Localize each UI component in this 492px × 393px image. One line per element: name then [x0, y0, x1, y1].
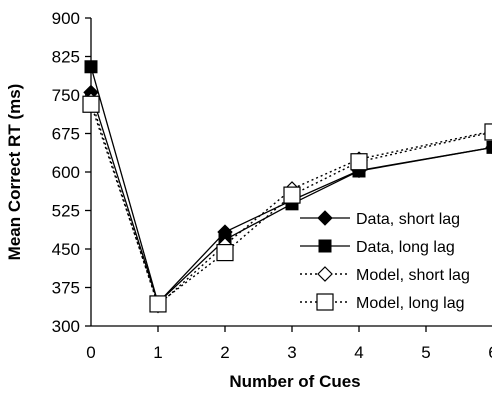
legend-marker [318, 239, 332, 253]
legend-label: Model, long lag [356, 295, 465, 312]
data-point [484, 123, 492, 141]
legend-label: Data, long lag [356, 239, 455, 256]
legend-label: Model, short lag [356, 267, 470, 284]
legend-label: Data, short lag [356, 211, 460, 228]
x-tick-label: 6 [488, 343, 492, 362]
y-axis-label: Mean Correct RT (ms) [5, 84, 24, 261]
data-point [350, 153, 368, 171]
data-point [149, 295, 167, 313]
data-point [84, 60, 98, 74]
legend: Data, short lag Data, long lag Model, shor… [300, 210, 470, 312]
y-tick-label: 450 [52, 240, 80, 259]
data-point [216, 243, 234, 262]
data-point [82, 95, 100, 113]
y-ticks: 300 375 450 525 600 675 750 825 900 [52, 9, 91, 336]
x-tick-label: 3 [287, 343, 296, 362]
series-layer [82, 60, 492, 314]
legend-marker [316, 293, 334, 311]
data-point [283, 186, 301, 204]
series-model-long-lag [90, 104, 492, 306]
y-tick-label: 900 [52, 9, 80, 28]
plot-area: 300 375 450 525 600 675 750 825 900 0 1 2 3 4 5 6 [52, 9, 492, 362]
legend-item: Model, short lag [300, 266, 470, 284]
series-data-long-lag [90, 66, 492, 305]
series-line [90, 104, 492, 306]
data-point [486, 140, 492, 154]
y-tick-label: 525 [52, 202, 80, 221]
y-tick-label: 750 [52, 86, 80, 105]
x-tick-label: 2 [220, 343, 229, 362]
legend-item: Model, long lag [300, 293, 465, 312]
x-ticks: 0 1 2 3 4 5 6 [86, 326, 492, 362]
x-tick-label: 1 [153, 343, 162, 362]
x-tick-label: 0 [86, 343, 95, 362]
y-tick-label: 675 [52, 125, 80, 144]
y-tick-label: 375 [52, 279, 80, 298]
legend-marker [317, 210, 333, 226]
x-axis-label: Number of Cues [229, 372, 360, 391]
legend-item: Data, long lag [300, 239, 455, 256]
x-tick-label: 5 [421, 343, 430, 362]
series-line [90, 66, 492, 305]
y-tick-label: 600 [52, 163, 80, 182]
markers-model-long-lag [82, 95, 492, 313]
x-tick-label: 4 [354, 343, 363, 362]
legend-item: Data, short lag [300, 210, 460, 228]
y-tick-label: 825 [52, 48, 80, 67]
legend-marker [317, 266, 333, 282]
y-tick-label: 300 [52, 317, 80, 336]
